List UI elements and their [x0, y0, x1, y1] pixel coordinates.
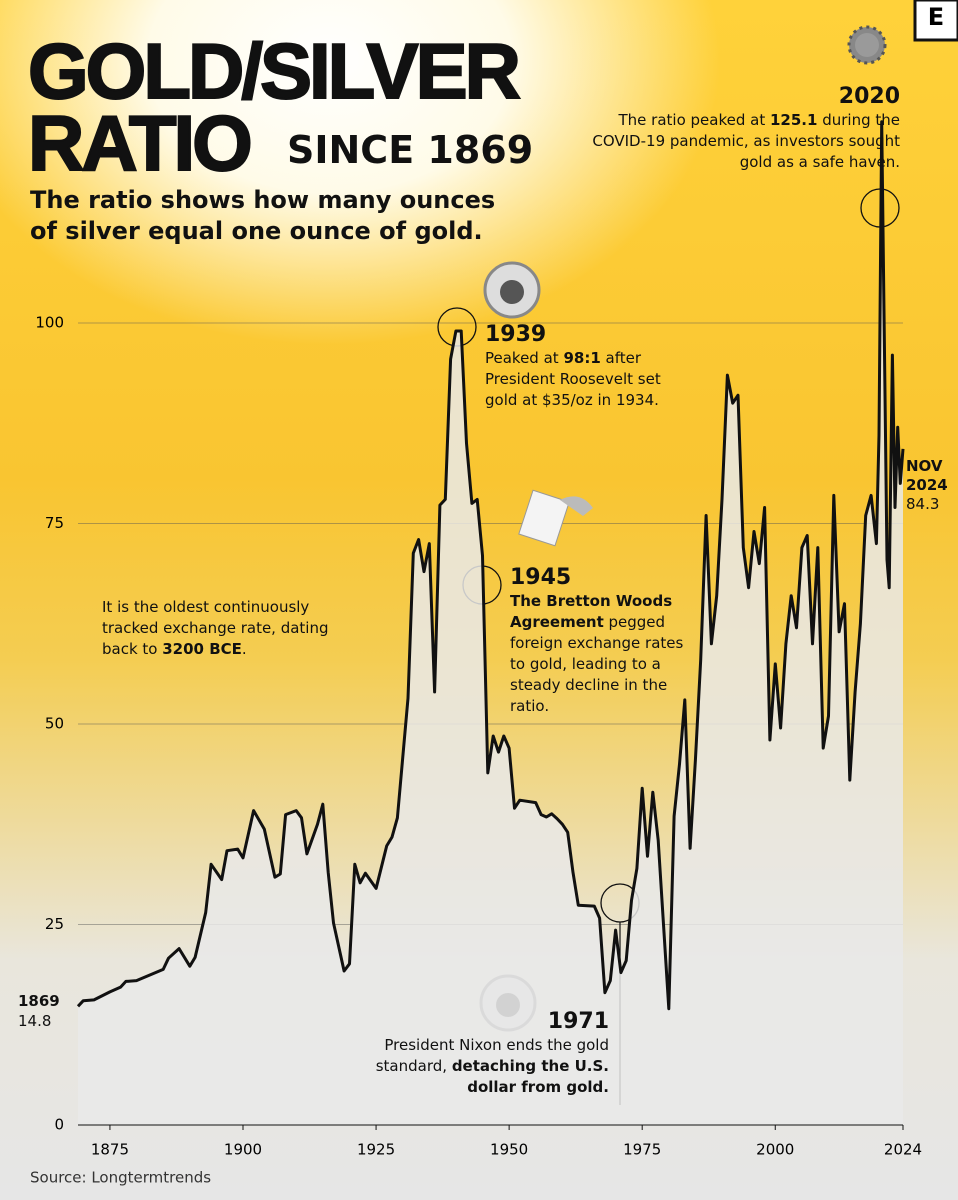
annotation: 1939 Peaked at 98:1 after President Roose… [485, 322, 695, 411]
source: Source: Longtermtrends [30, 1169, 211, 1187]
x-tick-label: 2000 [756, 1141, 794, 1159]
x-tick-label: 1900 [224, 1141, 262, 1159]
subtitle: The ratio shows how many ounces of silve… [30, 186, 496, 245]
title-line2: RATIO [27, 99, 254, 187]
y-tick-label: 100 [35, 314, 64, 332]
end-date: NOV 2024 [906, 457, 948, 494]
x-tick-label: 1950 [490, 1141, 528, 1159]
annotation-text: It is the oldest continuously tracked ex… [102, 597, 352, 660]
virus-icon [847, 25, 887, 65]
y-tick-label: 0 [54, 1116, 64, 1134]
line [76, 120, 905, 1011]
annotation-year: 1939 [485, 322, 547, 347]
annotation-part: 125.1 [770, 111, 818, 129]
annotation: 1971 President Nixon ends the gold standa… [337, 1009, 609, 1098]
grid: 0 25 50 75 100 1875 1900 1925 1950 1975 2000 2024 [35, 314, 922, 1159]
start-label: 1869 14.8 [18, 991, 60, 1031]
area [78, 121, 903, 1125]
plot [76, 120, 905, 1126]
annotation-part: detaching the U.S. dollar from gold. [451, 1057, 609, 1096]
annotation-part: The ratio peaked at [618, 111, 770, 129]
annotation-part: Peaked at [485, 349, 564, 367]
logo [913, 0, 958, 42]
annotation: It is the oldest continuously tracked ex… [102, 597, 352, 660]
annotation-text: The Bretton Woods Agreement pegged forei… [510, 591, 690, 717]
annotation-year: 1945 [510, 565, 572, 590]
logo-text: E [928, 3, 944, 31]
x-tick-label: 1925 [357, 1141, 395, 1159]
annotation-part: The Bretton Woods Agreement [510, 592, 673, 631]
annotation-part: President Nixon ends the gold standard, [375, 1036, 609, 1075]
title-suffix: SINCE 1869 [287, 128, 534, 172]
end-label: NOV 2024 84.3 [906, 457, 956, 514]
title: GOLD/SILVER [27, 27, 522, 115]
start-year: 1869 [18, 992, 60, 1010]
x-tick-label: 1975 [623, 1141, 661, 1159]
annotation-part: 98:1 [563, 349, 601, 367]
y-tick-label: 25 [45, 915, 64, 933]
start-value: 14.8 [18, 1012, 52, 1030]
annotation-part: It is the oldest continuously tracked ex… [102, 598, 329, 658]
annotation-year: 2020 [838, 84, 900, 109]
annotation: 2020 The ratio peaked at 125.1 during the… [590, 84, 900, 173]
annotation-part: 3200 BCE [162, 640, 242, 658]
annotation-year: 1971 [547, 1009, 609, 1034]
x-tick-label: 1875 [91, 1141, 129, 1159]
annotation: 1945 The Bretton Woods Agreement pegged f… [510, 565, 690, 717]
y-tick-label: 75 [45, 514, 64, 532]
roosevelt-coin [483, 261, 541, 319]
annotation-part: after President Roosevelt set gold at $3… [485, 349, 661, 409]
annotation-text: Peaked at 98:1 after President Roosevelt… [485, 348, 695, 411]
end-value: 84.3 [906, 495, 940, 513]
annotation-text: President Nixon ends the gold standard, … [337, 1035, 609, 1098]
y-tick-label: 50 [45, 715, 64, 733]
hand-signing-icon [518, 489, 593, 547]
annotation-part: during the COVID-19 pandemic, as investo… [592, 111, 900, 171]
x-tick-label: 2024 [884, 1141, 922, 1159]
annotation-text: The ratio peaked at 125.1 during the COV… [590, 110, 900, 173]
annotation-part: . [241, 640, 247, 658]
annotation-part: pegged foreign exchange rates to gold, l… [510, 613, 684, 715]
